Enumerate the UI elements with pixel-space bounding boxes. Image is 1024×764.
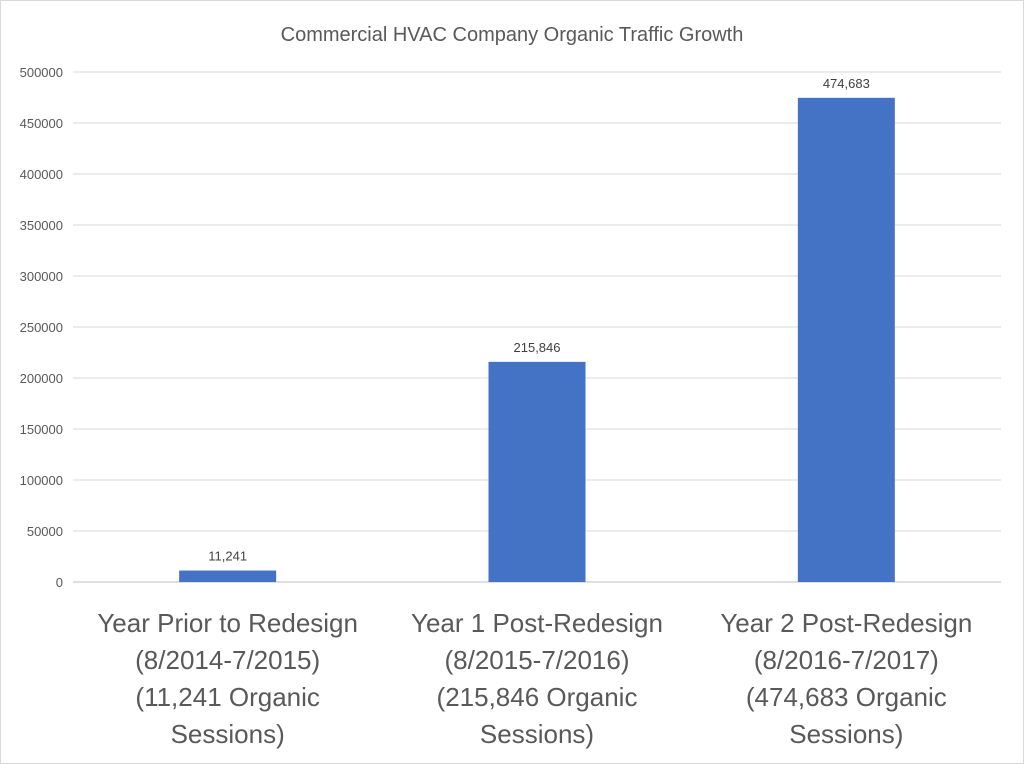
chart-title: Commercial HVAC Company Organic Traffic … xyxy=(281,24,744,46)
data-label: 215,846 xyxy=(514,340,561,355)
category-label-line: (11,241 Organic xyxy=(135,682,320,712)
bar xyxy=(179,570,277,582)
category-label: Year 2 Post-Redesign (8/2016-7/2017) (474,… xyxy=(720,608,972,749)
category-label-line: (474,683 Organic xyxy=(746,682,947,712)
category-label-line: (8/2015-7/2016) xyxy=(444,645,629,675)
category-label-line: Sessions) xyxy=(480,719,594,749)
data-label: 11,241 xyxy=(208,549,247,564)
category-label-line: Sessions) xyxy=(789,719,903,749)
y-tick-label: 150000 xyxy=(20,422,63,437)
y-axis-tick-labels: 0 50000 100000 150000 200000 250000 300000 3500… xyxy=(20,65,63,590)
y-tick-label: 500000 xyxy=(20,65,63,80)
category-label-line: Year Prior to Redesign xyxy=(97,608,358,638)
category-label: Year Prior to Redesign (8/2014-7/2015) (11… xyxy=(97,608,358,749)
y-tick-label: 100000 xyxy=(20,473,63,488)
category-label-line: Year 2 Post-Redesign xyxy=(720,608,972,638)
bar xyxy=(797,97,895,583)
y-tick-label: 400000 xyxy=(20,167,63,182)
data-label: 474,683 xyxy=(823,76,870,91)
y-tick-label: 350000 xyxy=(20,218,63,233)
category-label-line: (8/2016-7/2017) xyxy=(754,645,939,675)
category-label-line: Year 1 Post-Redesign xyxy=(411,608,663,638)
category-label: Year 1 Post-Redesign (8/2015-7/2016) (215,… xyxy=(411,608,663,749)
data-labels: 11,241 215,846 474,683 xyxy=(208,76,870,564)
y-tick-label: 0 xyxy=(56,575,63,590)
y-tick-label: 300000 xyxy=(20,269,63,284)
y-tick-label: 200000 xyxy=(20,371,63,386)
y-tick-label: 250000 xyxy=(20,320,63,335)
bars xyxy=(179,97,895,583)
bar xyxy=(488,361,586,582)
y-tick-label: 450000 xyxy=(20,116,63,131)
y-tick-label: 50000 xyxy=(27,524,63,539)
category-label-line: (215,846 Organic xyxy=(437,682,638,712)
category-label-line: (8/2014-7/2015) xyxy=(135,645,320,675)
category-label-line: Sessions) xyxy=(171,719,285,749)
category-labels: Year Prior to Redesign (8/2014-7/2015) (11… xyxy=(97,608,972,749)
